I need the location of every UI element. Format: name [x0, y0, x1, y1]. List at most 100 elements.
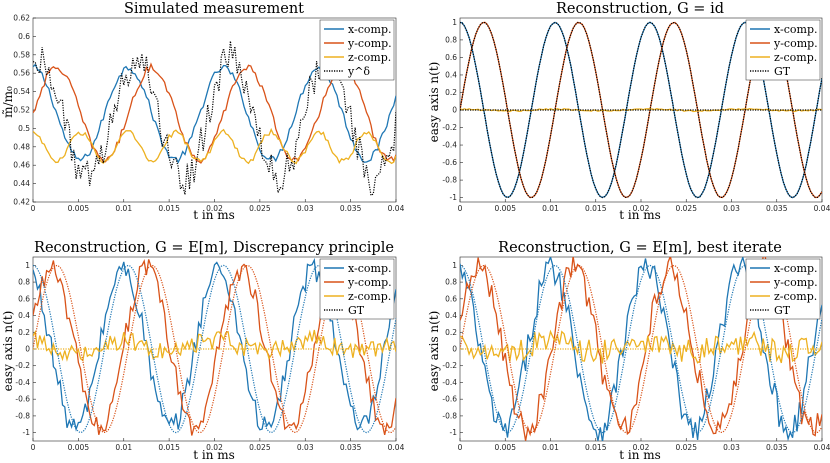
legend-box	[319, 258, 395, 320]
y-tick-label: 0.6	[18, 32, 30, 41]
y-tick-label: -1	[23, 428, 31, 437]
x-tick-label: 0.015	[585, 443, 607, 452]
y-tick-label: -0.2	[442, 361, 457, 370]
y-tick-label: 0.6	[445, 294, 457, 303]
series-line-x	[33, 63, 396, 164]
y-tick-label: 0	[452, 106, 457, 115]
x-tick-label: 0.04	[388, 204, 405, 213]
y-tick-label: 0.58	[13, 50, 30, 59]
panel-reconstruction-id: Reconstruction, G = id 0 0.005 0.01 0.015 0.…	[427, 1, 830, 222]
legend: x-comp.y-comp.z-comp.GT	[745, 258, 821, 320]
legend-label-gt: GT	[774, 304, 791, 317]
y-axis-label: easy axis n(t)	[1, 311, 15, 392]
x-tick-label: 0.015	[585, 204, 607, 213]
x-tick-label: 0.04	[814, 443, 830, 452]
series-line-z	[33, 329, 396, 362]
x-tick-label: 0.03	[297, 204, 314, 213]
legend-label-y: y-comp.	[347, 37, 392, 50]
y-tick-label: 0.4	[18, 311, 30, 320]
x-tick-label: 0.025	[249, 443, 271, 452]
series-group	[33, 257, 396, 436]
y-tick-label: 0.6	[445, 53, 457, 62]
y-tick-label: -0.2	[15, 361, 30, 370]
y-tick-label: 0.56	[13, 69, 30, 78]
x-axis-label: t in ms	[193, 448, 235, 462]
panel-title: Reconstruction, G = E[m], Discrepancy pr…	[34, 240, 394, 256]
series-line-x	[33, 264, 396, 434]
y-tick-label: -0.4	[442, 141, 457, 150]
y-tick-label: 0.8	[445, 35, 457, 44]
series-line-gt	[460, 21, 822, 199]
legend: x-comp.y-comp.z-comp.y^δ	[319, 19, 395, 81]
x-axis-label: t in ms	[619, 448, 661, 462]
panel-title: Reconstruction, G = id	[556, 1, 724, 17]
y-tick-label: 0.4	[445, 70, 457, 79]
y-tick-label: 0	[452, 345, 457, 354]
y-tick-label: 0.44	[13, 179, 30, 188]
panel-reconstruction-discrepancy: Reconstruction, G = E[m], Discrepancy pr…	[1, 240, 405, 462]
panel-simulated-measurement: Simulated measurement 0 0.005 0.01 0.015 0.0…	[1, 1, 405, 222]
y-tick-label: -0.6	[15, 395, 30, 404]
x-tick-label: 0.005	[495, 204, 517, 213]
y-tick-label: 1	[452, 261, 457, 270]
legend-box	[319, 19, 395, 81]
series-line-z	[33, 127, 396, 165]
series-line-z	[460, 107, 822, 113]
y-tick-label: 0.42	[13, 198, 30, 207]
x-tick-label: 0.01	[115, 443, 132, 452]
y-tick-label: -0.8	[442, 176, 457, 185]
x-tick-label: 0.01	[542, 443, 559, 452]
x-tick-label: 0	[458, 443, 463, 452]
legend-box	[745, 258, 821, 320]
y-tick-label: -0.6	[442, 158, 457, 167]
legend-label-x: x-comp.	[348, 262, 391, 275]
y-tick-label: 0	[25, 345, 30, 354]
legend-label-z: z-comp.	[348, 290, 391, 303]
x-axis-label: t in ms	[619, 208, 661, 222]
y-tick-label: 0.2	[445, 328, 457, 337]
y-axis-label: m̃/m₀	[1, 86, 15, 118]
legend-label-x: x-comp.	[348, 23, 391, 36]
legend-label-gt: GT	[774, 65, 791, 78]
x-tick-label: 0.04	[814, 204, 830, 213]
legend-label-gt: y^δ	[347, 65, 370, 78]
x-tick-label: 0.015	[158, 443, 180, 452]
x-tick-label: 0.03	[723, 443, 740, 452]
x-tick-label: 0	[31, 204, 36, 213]
x-tick-label: 0.02	[633, 443, 650, 452]
legend: x-comp.y-comp.z-comp.GT	[319, 258, 395, 320]
y-tick-label: -0.2	[442, 123, 457, 132]
legend-label-y: y-comp.	[347, 276, 392, 289]
y-tick-label: 0.54	[13, 87, 30, 96]
x-tick-label: 0.02	[206, 204, 223, 213]
y-tick-label: 0.48	[13, 142, 30, 151]
legend-label-z: z-comp.	[774, 290, 817, 303]
panel-title: Simulated measurement	[124, 1, 304, 17]
y-tick-label: 0.8	[445, 278, 457, 287]
x-tick-label: 0.005	[495, 443, 517, 452]
series-line-gt	[460, 22, 822, 198]
panel-title: Reconstruction, G = E[m], best iterate	[498, 240, 782, 256]
legend-label-y: y-comp.	[773, 37, 818, 50]
legend-label-x: x-comp.	[774, 262, 817, 275]
y-tick-label: 1	[25, 261, 30, 270]
x-tick-label: 0.03	[723, 204, 740, 213]
x-tick-label: 0.03	[297, 443, 314, 452]
series-line-z	[460, 329, 822, 364]
y-tick-label: 0.8	[18, 278, 30, 287]
y-tick-label: -0.4	[442, 378, 457, 387]
x-tick-label: 0.01	[115, 204, 132, 213]
y-tick-label: -1	[450, 193, 458, 202]
x-tick-label: 0.035	[766, 204, 788, 213]
y-axis-label: easy axis n(t)	[427, 311, 441, 392]
y-tick-label: -0.6	[442, 395, 457, 404]
y-tick-label: 0.46	[13, 161, 30, 170]
x-tick-label: 0	[458, 204, 463, 213]
y-tick-label: -0.8	[442, 411, 457, 420]
x-axis-label: t in ms	[193, 208, 235, 222]
legend-label-gt: GT	[348, 304, 365, 317]
y-tick-label: -0.4	[15, 378, 30, 387]
y-tick-label: -0.8	[15, 411, 30, 420]
y-tick-label: 0.4	[445, 311, 457, 320]
